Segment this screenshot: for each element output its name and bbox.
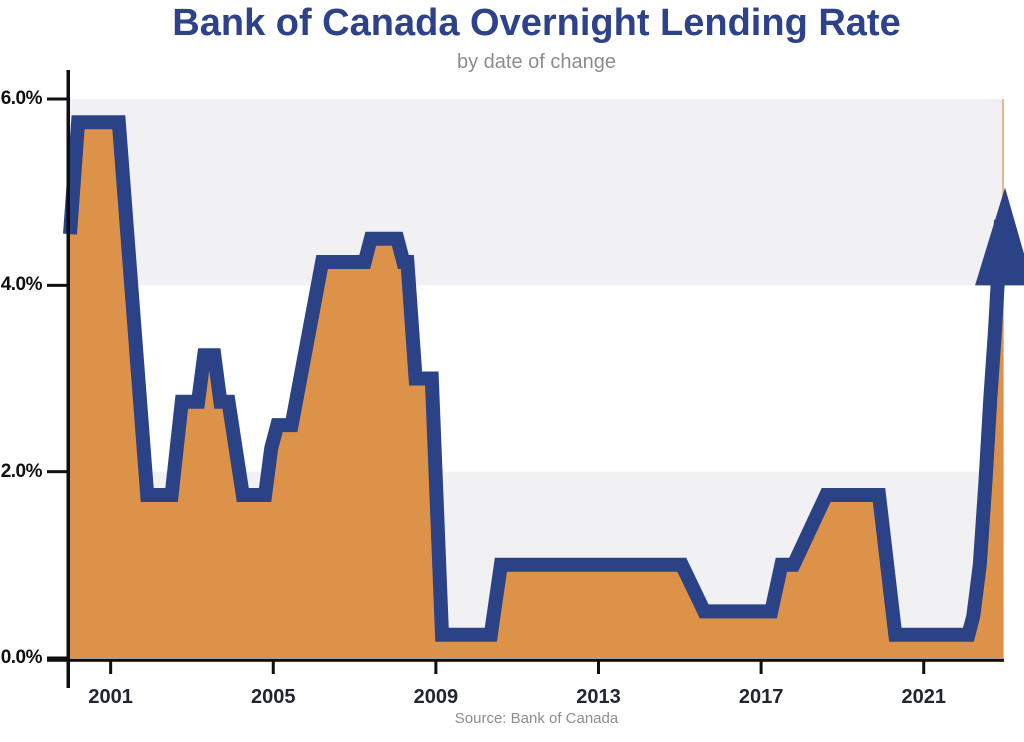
chart-title: Bank of Canada Overnight Lending Rate bbox=[172, 2, 901, 44]
x-axis-label: 2005 bbox=[251, 686, 296, 708]
x-axis-label: 2013 bbox=[576, 686, 621, 708]
x-axis bbox=[47, 658, 1004, 662]
x-tick bbox=[922, 660, 926, 674]
x-axis-label: 2017 bbox=[738, 686, 784, 708]
y-axis-label: 6.0% bbox=[0, 88, 43, 109]
y-axis-label: 0.0% bbox=[0, 647, 43, 668]
source-note: Source: Bank of Canada bbox=[454, 710, 619, 727]
y-tick bbox=[47, 97, 68, 101]
x-tick bbox=[596, 660, 600, 674]
x-axis-label: 2009 bbox=[413, 686, 459, 708]
y-tick bbox=[47, 656, 68, 660]
x-tick bbox=[271, 660, 275, 674]
x-axis-label: 2001 bbox=[88, 686, 133, 708]
x-axis-label: 2021 bbox=[901, 686, 946, 708]
y-axis-label: 4.0% bbox=[0, 274, 43, 296]
x-tick bbox=[109, 660, 113, 674]
grid-band bbox=[70, 99, 1003, 286]
rate-area bbox=[70, 122, 1003, 659]
up-arrow-head bbox=[975, 187, 1024, 286]
chart-subtitle: by date of change bbox=[456, 51, 616, 73]
x-tick bbox=[759, 660, 763, 674]
x-tick bbox=[434, 660, 438, 674]
y-tick bbox=[47, 283, 68, 287]
y-axis-label: 2.0% bbox=[0, 460, 43, 482]
y-axis bbox=[66, 70, 70, 688]
rate-line bbox=[63, 115, 1008, 642]
y-tick bbox=[47, 470, 68, 474]
